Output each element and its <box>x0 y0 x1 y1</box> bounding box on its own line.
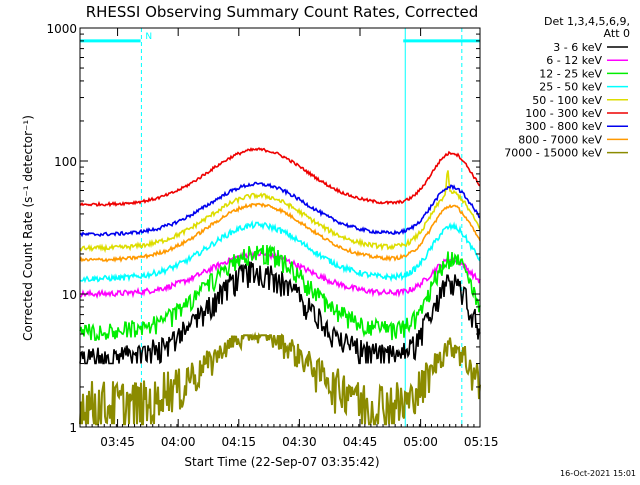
series-line-12-25-kev <box>79 244 481 341</box>
y-axis: 1 10 100 1000 <box>46 22 480 435</box>
legend-header-line-2: Att 0 <box>604 27 630 40</box>
footer-timestamp: 16-Oct-2021 15:01 <box>560 469 636 478</box>
legend-label-7000-15000-kev: 7000 - 15000 keV <box>504 147 602 160</box>
y-tick-label: 1 <box>69 421 77 435</box>
x-tick-label: 04:45 <box>343 435 378 449</box>
x-tick-label: 04:15 <box>221 435 256 449</box>
legend-label-12-25-kev: 12 - 25 keV <box>539 67 602 80</box>
y-axis-label: Corrected Count Rate (s⁻¹ detector⁻¹) <box>21 115 35 341</box>
legend-label-800-7000-kev: 800 - 7000 keV <box>518 133 602 146</box>
legend-label-300-800-kev: 300 - 800 keV <box>525 120 602 133</box>
x-tick-label: 04:00 <box>161 435 196 449</box>
marker-label: N <box>145 32 152 42</box>
chart-title: RHESSI Observing Summary Count Rates, Co… <box>86 3 479 21</box>
legend-label-50-100-kev: 50 - 100 keV <box>532 94 602 107</box>
legend-label-3-6-kev: 3 - 6 keV <box>553 41 602 54</box>
legend-label-100-300-kev: 100 - 300 keV <box>525 107 602 120</box>
series-line-3-6-kev <box>79 261 481 365</box>
series-line-50-100-kev <box>79 170 481 254</box>
legend-header-line-1: Det 1,3,4,5,6,9, <box>544 15 630 28</box>
y-tick-label: 10 <box>62 288 77 302</box>
x-axis-label: Start Time (22-Sep-07 03:35:42) <box>184 455 379 469</box>
y-tick-label: 100 <box>54 155 77 169</box>
legend-label-6-12-kev: 6 - 12 keV <box>546 54 602 67</box>
x-tick-label: 03:45 <box>100 435 135 449</box>
series-line-100-300-kev <box>79 147 481 208</box>
legend-label-25-50-kev: 25 - 50 keV <box>539 81 602 94</box>
plot-series <box>79 147 481 426</box>
series-line-25-50-kev <box>79 219 481 284</box>
x-tick-label: 05:00 <box>403 435 438 449</box>
y-tick-label: 1000 <box>46 22 77 36</box>
series-line-300-800-kev <box>79 181 481 238</box>
series-line-800-7000-kev <box>79 202 481 263</box>
x-tick-label: 05:15 <box>464 435 499 449</box>
series-line-7000-15000-kev <box>79 331 481 426</box>
x-axis: 03:45 04:00 04:15 04:30 04:45 05:00 05:15 <box>79 28 499 449</box>
x-tick-label: 04:30 <box>282 435 317 449</box>
